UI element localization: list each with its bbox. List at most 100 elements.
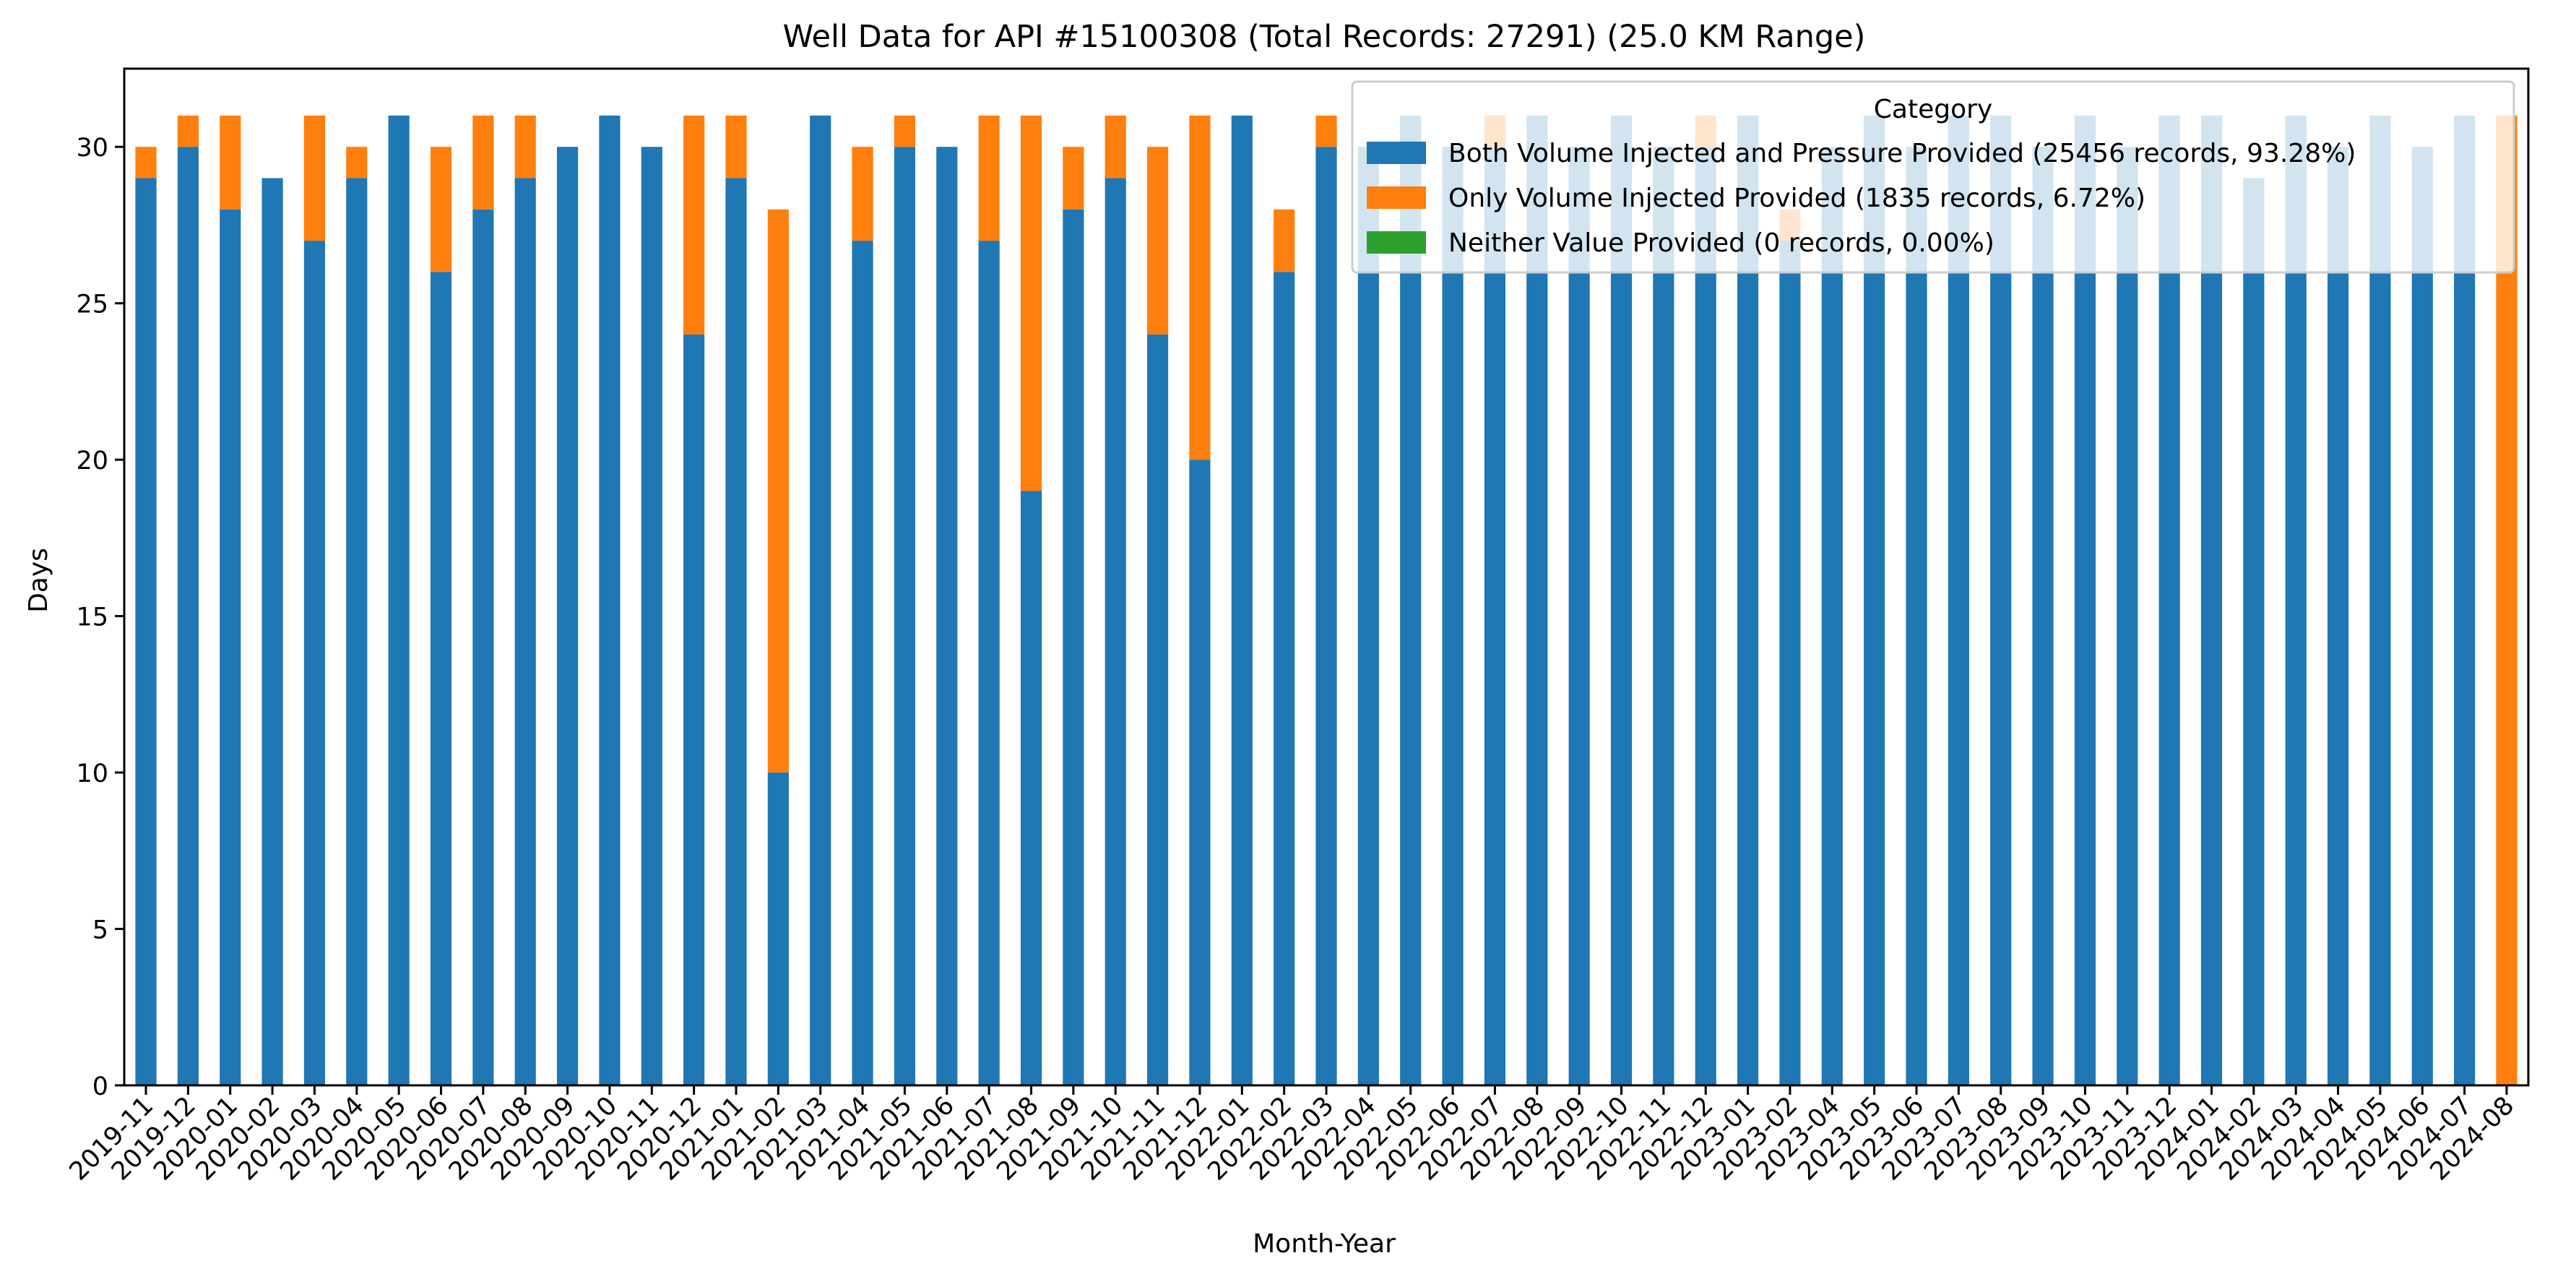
bar-2020-03-series-1 [303, 115, 326, 241]
bar-2021-03-series-0 [810, 115, 831, 1086]
y-tick-label: 20 [76, 447, 108, 475]
bars-layer [135, 115, 2517, 1086]
bar-2021-05-series-1 [894, 115, 916, 147]
bar-2021-09-series-0 [1063, 209, 1084, 1085]
bar-2019-11-series-1 [135, 147, 157, 178]
bar-2020-11-series-0 [641, 147, 662, 1086]
y-tick-label: 30 [76, 134, 108, 163]
bar-2020-02-series-0 [262, 178, 283, 1085]
y-tick-label: 0 [92, 1072, 108, 1101]
legend-entry-label: Both Volume Injected and Pressure Provid… [1448, 139, 2356, 168]
bar-2023-01-series-0 [1737, 115, 1759, 1086]
legend-entry-label: Only Volume Injected Provided (1835 reco… [1448, 184, 2145, 213]
bar-2024-02-series-0 [2243, 178, 2265, 1085]
bar-2020-12-series-0 [683, 334, 705, 1086]
bar-2022-01-series-0 [1231, 115, 1253, 1086]
bar-2023-10-series-0 [2074, 115, 2096, 1086]
bar-2021-08-series-0 [1020, 491, 1042, 1085]
bar-2022-11-series-0 [1653, 147, 1674, 1086]
legend: Category Both Volume Injected and Pressu… [1351, 80, 2515, 274]
bar-2022-07-series-0 [1484, 147, 1506, 1086]
bar-2020-04-series-1 [346, 147, 368, 178]
bar-2021-11-series-0 [1146, 334, 1169, 1086]
bar-2020-08-series-0 [514, 178, 536, 1085]
bar-2023-05-series-0 [1864, 115, 1885, 1086]
bar-2024-07-series-0 [2454, 115, 2476, 1086]
legend-entry-label: Neither Value Provided (0 records, 0.00%… [1448, 228, 1994, 258]
bar-2021-12-series-0 [1189, 460, 1211, 1085]
y-tick-label: 10 [76, 759, 108, 788]
bar-2020-12-series-1 [683, 115, 705, 335]
legend-swatch [1367, 231, 1426, 254]
bar-2023-06-series-0 [1906, 147, 1927, 1086]
bar-2024-03-series-0 [2285, 115, 2307, 1086]
bar-2023-08-series-0 [1990, 115, 2012, 1086]
bar-2020-10-series-0 [599, 115, 621, 1086]
bar-2023-04-series-0 [1821, 147, 1843, 1086]
bar-2023-11-series-0 [2117, 147, 2138, 1086]
bar-2021-07-series-1 [978, 115, 1000, 241]
bar-2022-03-series-1 [1315, 115, 1337, 147]
bar-2020-08-series-1 [514, 115, 536, 178]
bar-2021-01-series-0 [725, 178, 747, 1085]
bar-2024-06-series-0 [2411, 147, 2433, 1086]
y-tick-label: 5 [92, 916, 108, 945]
bar-2021-10-series-0 [1105, 178, 1126, 1085]
bar-2021-06-series-0 [936, 147, 958, 1086]
bar-2023-02-series-0 [1779, 241, 1801, 1085]
bar-2021-04-series-1 [852, 147, 873, 241]
bar-2023-07-series-0 [1948, 115, 1969, 1086]
y-tick-label: 25 [76, 290, 108, 319]
bar-2022-02-series-0 [1274, 272, 1295, 1085]
bar-2021-02-series-1 [767, 209, 789, 773]
bar-2022-10-series-0 [1610, 115, 1633, 1086]
bar-2021-11-series-1 [1146, 147, 1169, 335]
bar-2019-12-series-1 [177, 115, 199, 147]
bar-2020-07-series-1 [472, 115, 494, 210]
bar-2023-12-series-0 [2158, 115, 2180, 1086]
bar-2020-05-series-0 [388, 115, 410, 1086]
y-tick-label: 15 [76, 603, 108, 632]
bar-2021-09-series-1 [1063, 147, 1084, 210]
bar-2020-01-series-0 [220, 209, 241, 1085]
bar-2022-09-series-0 [1568, 147, 1590, 1086]
bar-2020-06-series-1 [430, 147, 452, 272]
bar-2020-04-series-0 [346, 178, 368, 1085]
legend-swatch [1367, 142, 1426, 164]
bar-2024-05-series-0 [2369, 115, 2391, 1086]
bar-2022-04-series-0 [1357, 147, 1379, 1086]
bar-2019-11-series-0 [135, 178, 157, 1085]
legend-title: Category [1874, 95, 1992, 124]
bar-2020-09-series-0 [556, 147, 579, 1086]
bar-2022-06-series-0 [1442, 147, 1464, 1086]
bar-2022-05-series-0 [1400, 115, 1422, 1086]
bar-2021-01-series-1 [725, 115, 747, 178]
bar-2024-08-series-1 [2496, 115, 2517, 1086]
bar-2022-08-series-0 [1526, 115, 1548, 1086]
legend-box [1351, 80, 2515, 274]
bar-2021-08-series-1 [1020, 115, 1042, 491]
bar-2020-01-series-1 [220, 115, 241, 210]
bar-2022-03-series-0 [1315, 147, 1337, 1086]
bar-2021-05-series-0 [894, 147, 916, 1086]
bar-2020-07-series-0 [472, 209, 494, 1085]
bar-2020-03-series-0 [303, 241, 326, 1085]
bar-2024-04-series-0 [2327, 147, 2349, 1086]
legend-entries: Both Volume Injected and Pressure Provid… [1367, 139, 2356, 258]
bar-2021-04-series-0 [852, 241, 873, 1085]
bar-2024-01-series-0 [2200, 115, 2223, 1086]
bar-2021-10-series-1 [1105, 115, 1126, 178]
bar-2022-02-series-1 [1274, 209, 1295, 272]
chart-title: Well Data for API #15100308 (Total Recor… [783, 19, 1866, 55]
bar-2019-12-series-0 [177, 147, 199, 1086]
bar-2022-12-series-0 [1695, 147, 1716, 1086]
legend-swatch [1367, 186, 1426, 209]
bar-2020-06-series-0 [430, 272, 452, 1085]
x-axis-label: Month-Year [1253, 1229, 1396, 1259]
bar-2021-12-series-1 [1189, 115, 1211, 460]
y-axis-label: Days [24, 548, 53, 613]
bar-2021-07-series-0 [978, 241, 1000, 1085]
bar-2021-02-series-0 [767, 772, 789, 1085]
